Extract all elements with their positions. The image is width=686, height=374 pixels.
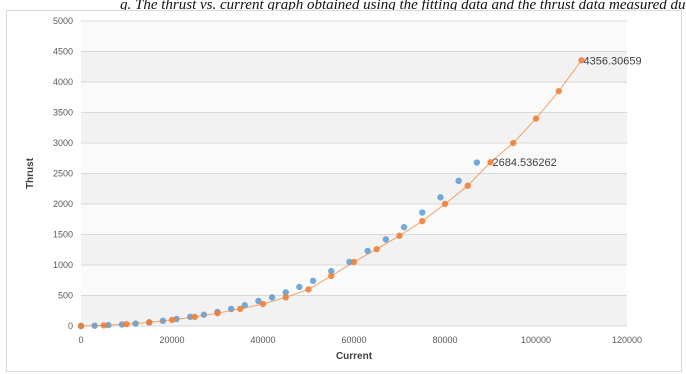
data-point [168,316,176,324]
data-point [350,258,358,266]
data-point [437,194,444,201]
data-point [578,57,585,64]
data-point [419,217,426,225]
x-tick-label: 120000 [612,335,642,345]
x-tick-label: 40000 [250,335,275,345]
y-tick-label: 1000 [53,260,73,270]
data-point [259,300,267,308]
data-point [364,247,371,255]
y-tick-label: 2000 [53,199,73,209]
plot-area [81,21,627,326]
data-point [328,272,335,280]
caption-text: g. The thrust vs. current graph obtained… [120,0,686,12]
y-tick-label: 4000 [53,77,73,87]
data-point [382,236,390,243]
chart-frame: 0 500 1000 1500 2000 2500 3000 3500 4000 4500 5000… [6,10,682,372]
y-tick-label: 1500 [53,230,73,240]
plot-band [81,265,627,296]
data-point [396,232,403,239]
data-point [187,313,194,321]
data-point [255,297,262,305]
plot-band [81,143,627,174]
y-axis-ticks: 0 500 1000 1500 2000 2500 3000 3500 4000 4500 5000 [53,16,73,331]
y-tick-label: 3000 [53,138,73,148]
plot-band [81,112,627,143]
y-axis-title: Thrust [25,157,36,189]
data-point [455,177,462,185]
data-point [146,319,153,326]
data-point [464,182,471,189]
data-labels: 2684.536262 4356.30659 [493,55,642,169]
y-tick-label: 4500 [53,47,73,57]
x-axis-title: Current [336,351,373,362]
x-tick-label: 60000 [341,335,366,345]
data-point [282,294,289,301]
figure-caption: g. The thrust vs. current graph obtained… [120,0,686,12]
data-label: 4356.30659 [584,55,642,67]
data-point [214,309,221,317]
plot-band [81,21,627,52]
data-point [191,313,198,321]
data-point [441,200,449,208]
plot-band [81,51,627,82]
data-point [487,159,494,166]
data-point [237,305,244,313]
data-point [400,223,408,231]
data-point [473,159,481,166]
x-tick-label: 100000 [521,335,551,345]
data-point [100,322,107,329]
data-point [328,267,335,275]
x-tick-label: 80000 [432,335,457,345]
y-tick-label: 5000 [53,16,73,26]
data-point [419,209,426,216]
plot-band [81,204,627,235]
y-tick-label: 0 [68,321,73,331]
data-point [268,294,276,301]
data-point [123,320,130,328]
data-point [200,311,208,318]
gridlines [81,20,627,327]
data-point [309,277,317,285]
data-point [510,139,517,147]
data-point [241,302,248,309]
plot-band [81,173,627,204]
data-point [555,87,562,95]
data-label: 2684.536262 [493,157,557,169]
y-tick-label: 3500 [53,108,73,118]
data-point [296,283,303,291]
x-axis-ticks: 0 20000 40000 60000 80000 100000 120000 [78,335,642,345]
data-point [77,322,85,330]
data-point [373,245,380,253]
x-tick-label: 20000 [159,335,184,345]
series-group [77,57,585,330]
plot-band [81,82,627,113]
y-tick-label: 500 [58,291,73,301]
data-point [532,115,540,122]
data-point [282,289,289,296]
y-tick-label: 2500 [53,169,73,179]
thrust-current-chart: 0 500 1000 1500 2000 2500 3000 3500 4000 4500 5000… [25,16,642,362]
x-tick-label: 0 [78,335,83,345]
data-point [305,286,312,293]
